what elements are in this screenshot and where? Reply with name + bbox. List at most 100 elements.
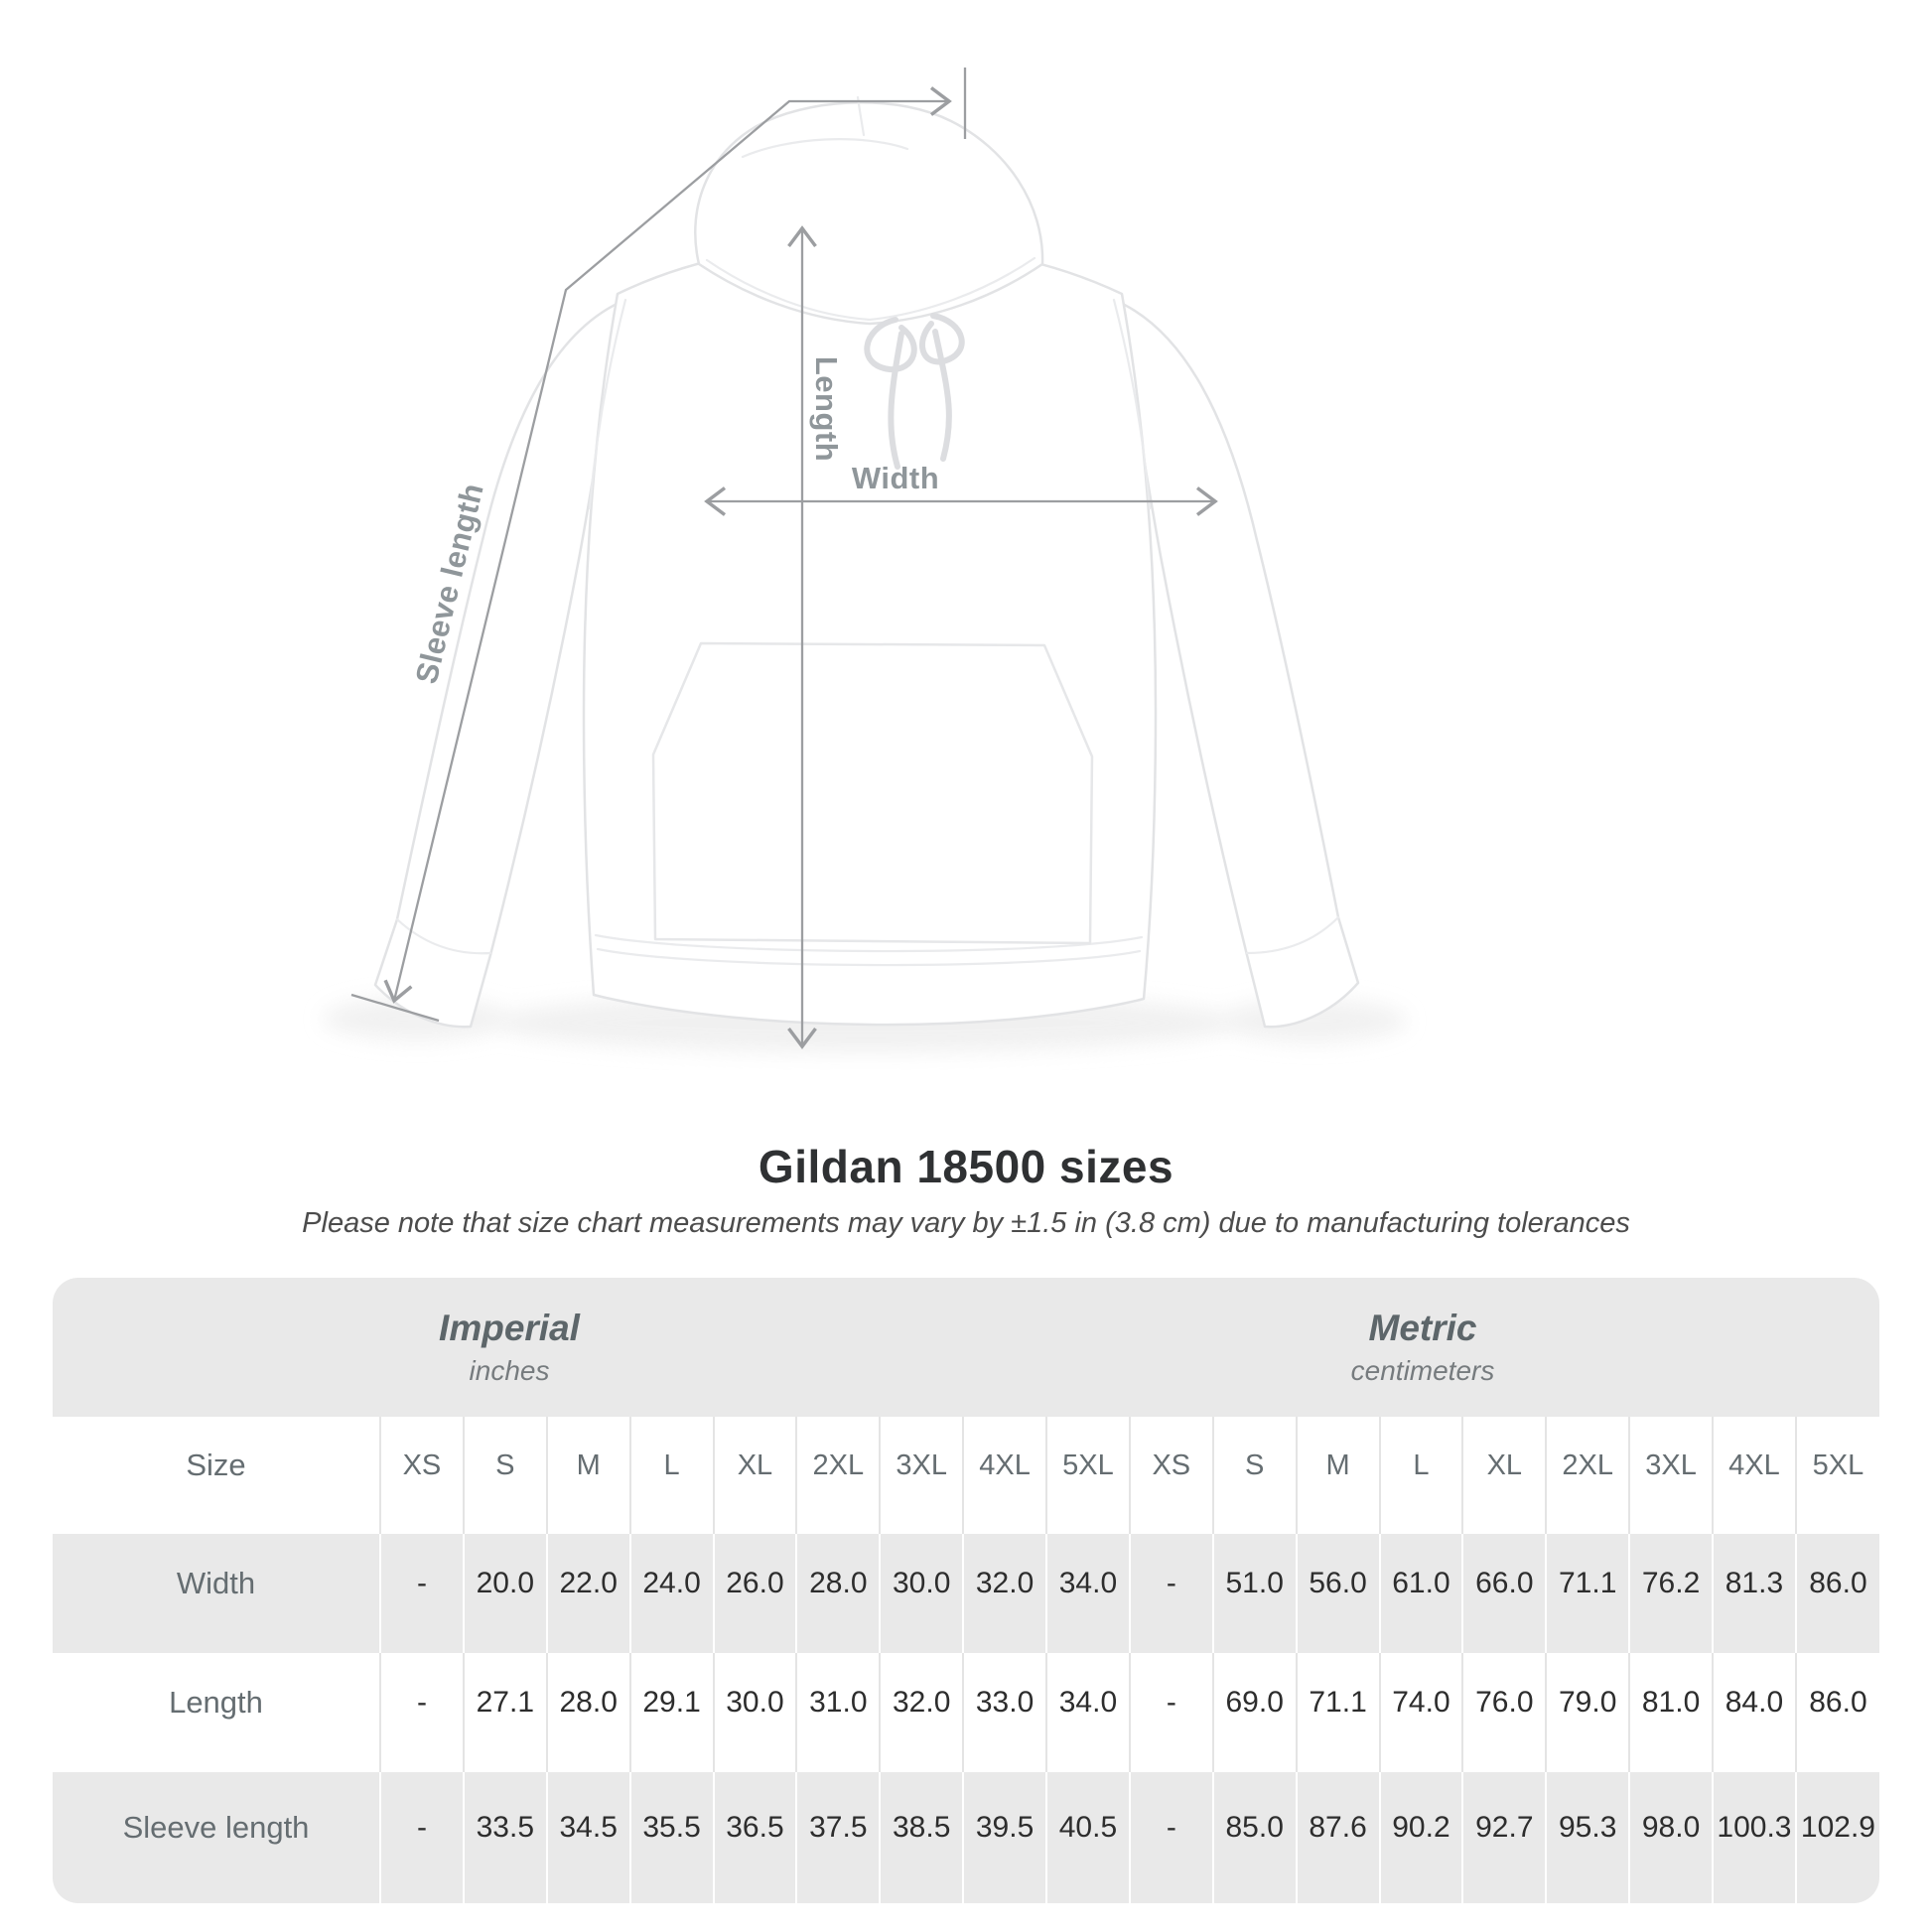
measurement-cell: 102.9 — [1794, 1772, 1879, 1903]
measurement-cell: 76.0 — [1461, 1653, 1547, 1772]
measurement-cell: 76.2 — [1628, 1534, 1713, 1653]
measurement-cell: 34.5 — [545, 1772, 630, 1903]
size-header-cell: 2XL — [1545, 1417, 1630, 1534]
measurement-row: Sleeve length -33.5 34.5 35.5 36.5 37.5 38.5 39… — [53, 1772, 1879, 1903]
row-label: Length — [169, 1685, 263, 1720]
size-header-cell: 5XL — [1794, 1417, 1879, 1534]
measurement-cell: 28.0 — [545, 1653, 630, 1772]
tolerance-note: Please note that size chart measurements… — [302, 1207, 1630, 1239]
size-column-header: Size — [186, 1448, 246, 1482]
size-header-row: Size XS S M L XL 2XL 3XL 4XL 5XL XS S M L XL 2XL 3XL 4XL 5… — [53, 1417, 1879, 1534]
measurement-cell: 81.3 — [1712, 1534, 1796, 1653]
hoodie-diagram-svg: Width Length Sleeve length — [323, 68, 1407, 1052]
measurement-cell: 24.0 — [628, 1534, 714, 1653]
measurement-cell: 20.0 — [462, 1534, 547, 1653]
row-label: Sleeve length — [122, 1810, 310, 1845]
size-header-cell: 5XL — [1045, 1417, 1130, 1534]
measurement-cell: 36.5 — [712, 1772, 797, 1903]
right-sleeve — [1112, 298, 1360, 1029]
measurement-row: Width -20.0 22.0 24.0 26.0 28.0 30.0 32.0 34.0-5… — [53, 1534, 1879, 1653]
measurement-cell: 95.3 — [1545, 1772, 1630, 1903]
measurement-cell: 71.1 — [1295, 1653, 1380, 1772]
measurement-cell: - — [379, 1534, 464, 1653]
measurement-cell: 26.0 — [712, 1534, 797, 1653]
measurement-cell: - — [379, 1772, 464, 1903]
size-header-cell: 3XL — [1628, 1417, 1713, 1534]
measurement-cell: 39.5 — [962, 1772, 1046, 1903]
measurement-cell: 34.0 — [1045, 1534, 1130, 1653]
size-table: Size XS S M L XL 2XL 3XL 4XL 5XL XS S M L XL 2XL 3XL 4XL 5… — [53, 1417, 1879, 1903]
measurement-cell: 66.0 — [1461, 1534, 1547, 1653]
size-header-cell: S — [462, 1417, 547, 1534]
hoodie-illustration — [373, 95, 1360, 1029]
measurement-cell: - — [1128, 1772, 1213, 1903]
measurement-cell: 86.0 — [1794, 1653, 1879, 1772]
measurement-cell: - — [1128, 1653, 1213, 1772]
measurement-cell: - — [1128, 1534, 1213, 1653]
measurement-cell: 56.0 — [1295, 1534, 1380, 1653]
imperial-title: Imperial — [439, 1308, 580, 1348]
measurement-cell: 38.5 — [879, 1772, 964, 1903]
width-label: Width — [852, 461, 939, 495]
measurement-cell: 35.5 — [628, 1772, 714, 1903]
size-header-cell: XS — [379, 1417, 464, 1534]
sleeve-cuff-tick — [350, 993, 440, 1023]
measurement-cell: 61.0 — [1378, 1534, 1463, 1653]
metric-title: Metric — [1368, 1308, 1477, 1348]
measurement-annotations — [350, 68, 1218, 1049]
measurement-cell: 40.5 — [1045, 1772, 1130, 1903]
size-header-cell: 3XL — [879, 1417, 964, 1534]
measurement-cell: 84.0 — [1712, 1653, 1796, 1772]
measurement-cell: 30.0 — [879, 1534, 964, 1653]
size-header-cell: XL — [712, 1417, 797, 1534]
size-header-cell: L — [1378, 1417, 1463, 1534]
hoodie-size-diagram: Width Length Sleeve length — [323, 68, 1407, 1052]
sleeve-length-line — [383, 86, 952, 1004]
size-header-cell: XL — [1461, 1417, 1547, 1534]
size-header-cell: XS — [1128, 1417, 1213, 1534]
measurement-cell: 30.0 — [712, 1653, 797, 1772]
measurement-cell: 27.1 — [462, 1653, 547, 1772]
measurement-cell: 71.1 — [1545, 1534, 1630, 1653]
measurement-cell: 79.0 — [1545, 1653, 1630, 1772]
length-label: Length — [809, 356, 844, 462]
measurement-cell: 98.0 — [1628, 1772, 1713, 1903]
measurement-cell: 33.5 — [462, 1772, 547, 1903]
measurement-cell: 51.0 — [1211, 1534, 1297, 1653]
measurement-cell: 31.0 — [795, 1653, 881, 1772]
size-header-cell: M — [1295, 1417, 1380, 1534]
measurement-cell: 28.0 — [795, 1534, 881, 1653]
measurement-cell: 81.0 — [1628, 1653, 1713, 1772]
measurement-cell: 33.0 — [962, 1653, 1046, 1772]
size-header-cell: S — [1211, 1417, 1297, 1534]
size-header-cell: M — [545, 1417, 630, 1534]
measurement-cell: 32.0 — [879, 1653, 964, 1772]
size-header-cell: 4XL — [1712, 1417, 1796, 1534]
unit-header-band: Imperial inches Metric centimeters — [53, 1278, 1879, 1417]
measurement-cell: 85.0 — [1211, 1772, 1297, 1903]
size-table-body: Width -20.0 22.0 24.0 26.0 28.0 30.0 32.0 34.0-5… — [53, 1534, 1879, 1903]
row-label: Width — [176, 1566, 256, 1600]
size-header-cell: 2XL — [795, 1417, 881, 1534]
size-chart-card: Imperial inches Metric centimeters Size X… — [53, 1278, 1879, 1903]
measurement-row: Length -27.1 28.0 29.1 30.0 31.0 32.0 33.0 34.0-… — [53, 1653, 1879, 1772]
page-title: Gildan 18500 sizes — [758, 1141, 1174, 1192]
measurement-cell: 29.1 — [628, 1653, 714, 1772]
measurement-cell: 92.7 — [1461, 1772, 1547, 1903]
imperial-unit: inches — [469, 1355, 550, 1386]
measurement-cell: 74.0 — [1378, 1653, 1463, 1772]
measurement-cell: 69.0 — [1211, 1653, 1297, 1772]
measurement-cell: 34.0 — [1045, 1653, 1130, 1772]
metric-group-header: Metric centimeters — [966, 1278, 1879, 1417]
measurement-cell: 100.3 — [1712, 1772, 1796, 1903]
size-header-cell: 4XL — [962, 1417, 1046, 1534]
measurement-cell: 86.0 — [1794, 1534, 1879, 1653]
measurement-cell: 90.2 — [1378, 1772, 1463, 1903]
imperial-group-header: Imperial inches — [53, 1278, 966, 1417]
measurement-cell: 87.6 — [1295, 1772, 1380, 1903]
measurement-cell: - — [379, 1653, 464, 1772]
measurement-cell: 22.0 — [545, 1534, 630, 1653]
metric-unit: centimeters — [1350, 1355, 1495, 1386]
measurement-cell: 32.0 — [962, 1534, 1046, 1653]
size-header-cell: L — [628, 1417, 714, 1534]
